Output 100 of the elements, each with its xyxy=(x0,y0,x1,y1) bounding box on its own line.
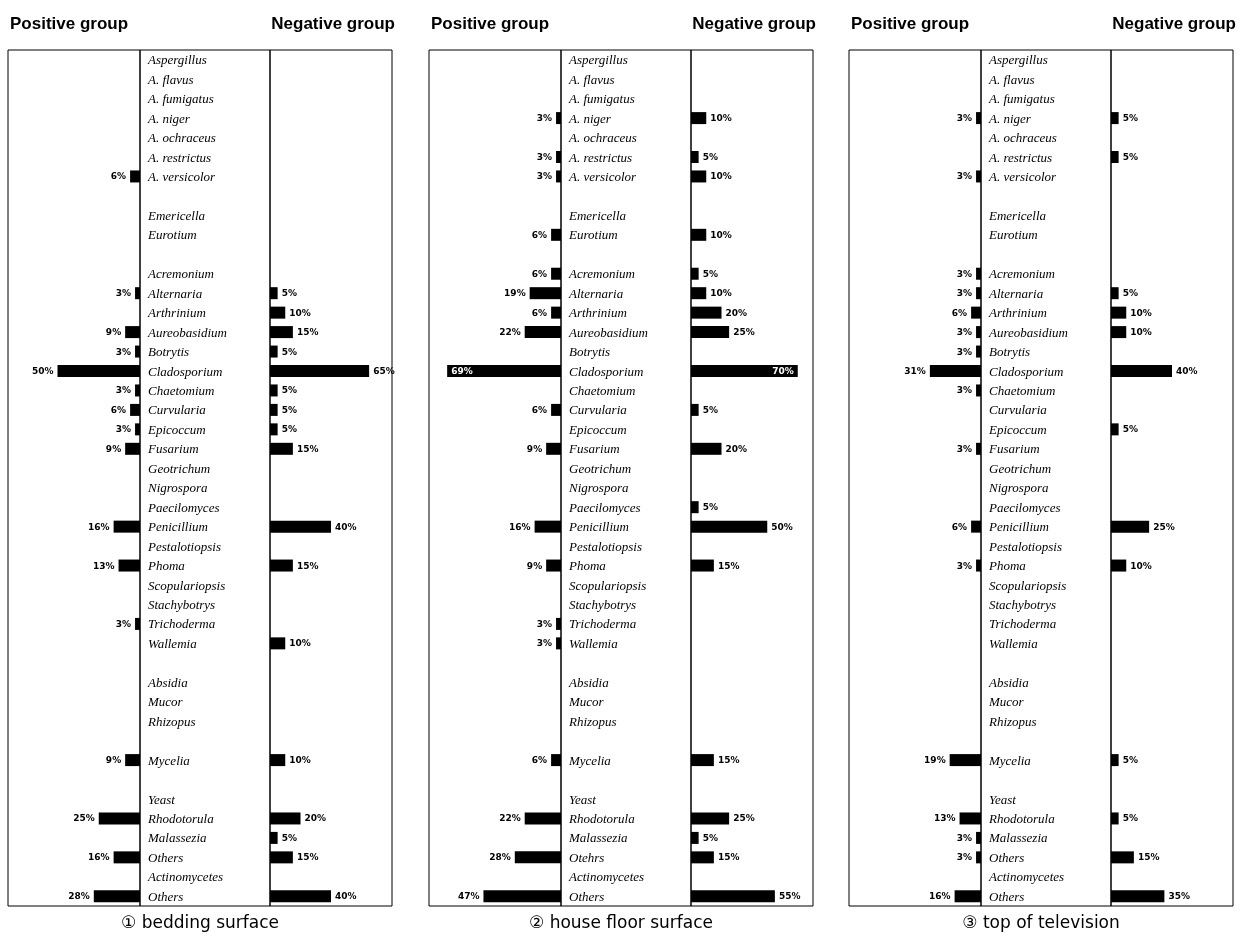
data-label: 13% xyxy=(93,560,115,571)
y-tick-label: Aureobasidium xyxy=(567,324,648,340)
data-label: 5% xyxy=(702,404,718,415)
data-label: 6% xyxy=(531,755,547,766)
data-label: 10% xyxy=(289,755,311,766)
y-tick-label: A. ochraceus xyxy=(567,130,637,146)
data-label: 40% xyxy=(1176,366,1198,376)
y-tick-label: Absidia xyxy=(567,674,609,690)
text: Negative group xyxy=(1112,14,1237,33)
data-label: 19% xyxy=(503,288,526,299)
data-label: 15% xyxy=(717,560,739,571)
data-label: 35% xyxy=(1168,891,1190,902)
data-label: 6% xyxy=(531,268,547,279)
y-tick-label: Nigrospora xyxy=(988,480,1049,496)
y-tick-label: Curvularia xyxy=(568,402,627,418)
y-tick-label: Others xyxy=(148,849,184,865)
data-label: 5% xyxy=(702,152,718,162)
y-tick-label: Scopulariopsis xyxy=(148,577,226,593)
y-tick-label: Phoma xyxy=(147,558,186,574)
y-tick-label: Pestalotiopsis xyxy=(567,538,642,554)
data-label: 3% xyxy=(956,852,973,863)
y-tick-label: Mycelia xyxy=(567,752,611,768)
data-label: 3% xyxy=(536,618,552,629)
data-label: 25% xyxy=(732,813,755,824)
data-label: 5% xyxy=(702,502,718,513)
y-tick-label: A. fumigatus xyxy=(567,91,635,107)
y-tick-label: Otehrs xyxy=(568,849,604,865)
data-label: 3% xyxy=(115,288,132,299)
y-tick-label: A. ochraceus xyxy=(988,130,1057,146)
y-tick-label: Emericella xyxy=(988,207,1047,223)
y-tick-label: Aureobasidium xyxy=(147,324,227,340)
y-tick-label: Curvularia xyxy=(989,402,1048,418)
y-tick-label: Penicillium xyxy=(147,519,208,535)
data-label: 5% xyxy=(1122,813,1138,824)
data-label: 9% xyxy=(105,327,122,338)
y-tick-label: Wallemia xyxy=(148,635,198,651)
data-label: 3% xyxy=(536,638,552,649)
y-tick-label: Actinomycetes xyxy=(147,869,224,885)
data-label: 25% xyxy=(73,813,95,824)
y-tick-label: Wallemia xyxy=(568,635,618,651)
y-tick-label: Absidia xyxy=(988,674,1030,690)
data-label: 50% xyxy=(31,366,54,376)
data-label: 6% xyxy=(531,229,547,240)
y-tick-label: Aspergillus xyxy=(147,52,207,68)
y-tick-label: Chaetomium xyxy=(568,382,635,398)
data-label: 15% xyxy=(296,852,319,863)
y-tick-label: A. flavus xyxy=(567,71,614,87)
data-label: 5% xyxy=(281,346,297,357)
y-tick-label: Aspergillus xyxy=(567,52,628,68)
y-tick-label: Chaetomium xyxy=(148,382,215,398)
data-label: 20% xyxy=(725,307,747,318)
y-tick-label: Acremonium xyxy=(567,266,635,282)
y-tick-label: Rhizopus xyxy=(147,713,196,729)
y-tick-label: A. versicolor xyxy=(147,168,217,184)
y-tick-label: Nigrospora xyxy=(567,480,629,496)
y-tick-label: Yeast xyxy=(148,791,176,807)
y-tick-label: Paecilomyces xyxy=(988,499,1061,515)
y-tick-label: Arthrinium xyxy=(988,305,1047,321)
y-tick-label: Pestalotiopsis xyxy=(147,538,221,554)
data-label: 16% xyxy=(929,891,951,902)
y-tick-label: Yeast xyxy=(989,791,1017,807)
data-label: 25% xyxy=(1153,521,1175,532)
y-tick-label: Stachybotrys xyxy=(568,596,636,612)
data-label: 10% xyxy=(1130,307,1152,318)
data-label: 15% xyxy=(717,755,739,766)
data-label: 6% xyxy=(951,521,968,532)
data-label: 3% xyxy=(115,618,132,629)
text: Positive group xyxy=(10,14,129,33)
y-tick-label: Alternaria xyxy=(567,285,624,301)
y-tick-label: A. niger xyxy=(988,110,1032,126)
data-label: 19% xyxy=(924,755,946,766)
y-tick-label: Phoma xyxy=(988,558,1027,574)
y-tick-label: Fusarium xyxy=(567,441,620,457)
data-label: 6% xyxy=(951,307,968,318)
data-label: 3% xyxy=(115,424,132,435)
data-label: 10% xyxy=(709,113,732,124)
data-label: 40% xyxy=(335,891,357,902)
data-label: 6% xyxy=(110,171,127,182)
y-tick-label: Stachybotrys xyxy=(989,596,1057,612)
y-tick-label: Rhodotorula xyxy=(988,810,1056,826)
y-tick-label: A. restrictus xyxy=(567,149,632,165)
data-label: 5% xyxy=(1122,288,1138,299)
data-label: 5% xyxy=(281,424,297,435)
data-label: 5% xyxy=(702,268,718,279)
y-tick-label: A. restrictus xyxy=(988,149,1053,165)
y-tick-label: Trichoderma xyxy=(148,616,216,632)
y-tick-label: Pestalotiopsis xyxy=(988,538,1062,554)
data-label: 3% xyxy=(536,152,552,162)
text: Negative group xyxy=(271,14,396,33)
data-label: 3% xyxy=(115,346,132,357)
data-label: 16% xyxy=(508,521,531,532)
data-label: 3% xyxy=(536,171,552,182)
y-tick-label: Others xyxy=(148,888,184,904)
text: ② house floor surface xyxy=(528,911,713,932)
data-label: 10% xyxy=(709,171,732,182)
y-tick-label: Acremonium xyxy=(988,266,1055,282)
y-tick-label: Geotrichum xyxy=(989,460,1052,476)
y-tick-label: Eurotium xyxy=(147,227,197,243)
y-tick-label: A. versicolor xyxy=(988,168,1058,184)
y-tick-label: Alternaria xyxy=(988,285,1044,301)
